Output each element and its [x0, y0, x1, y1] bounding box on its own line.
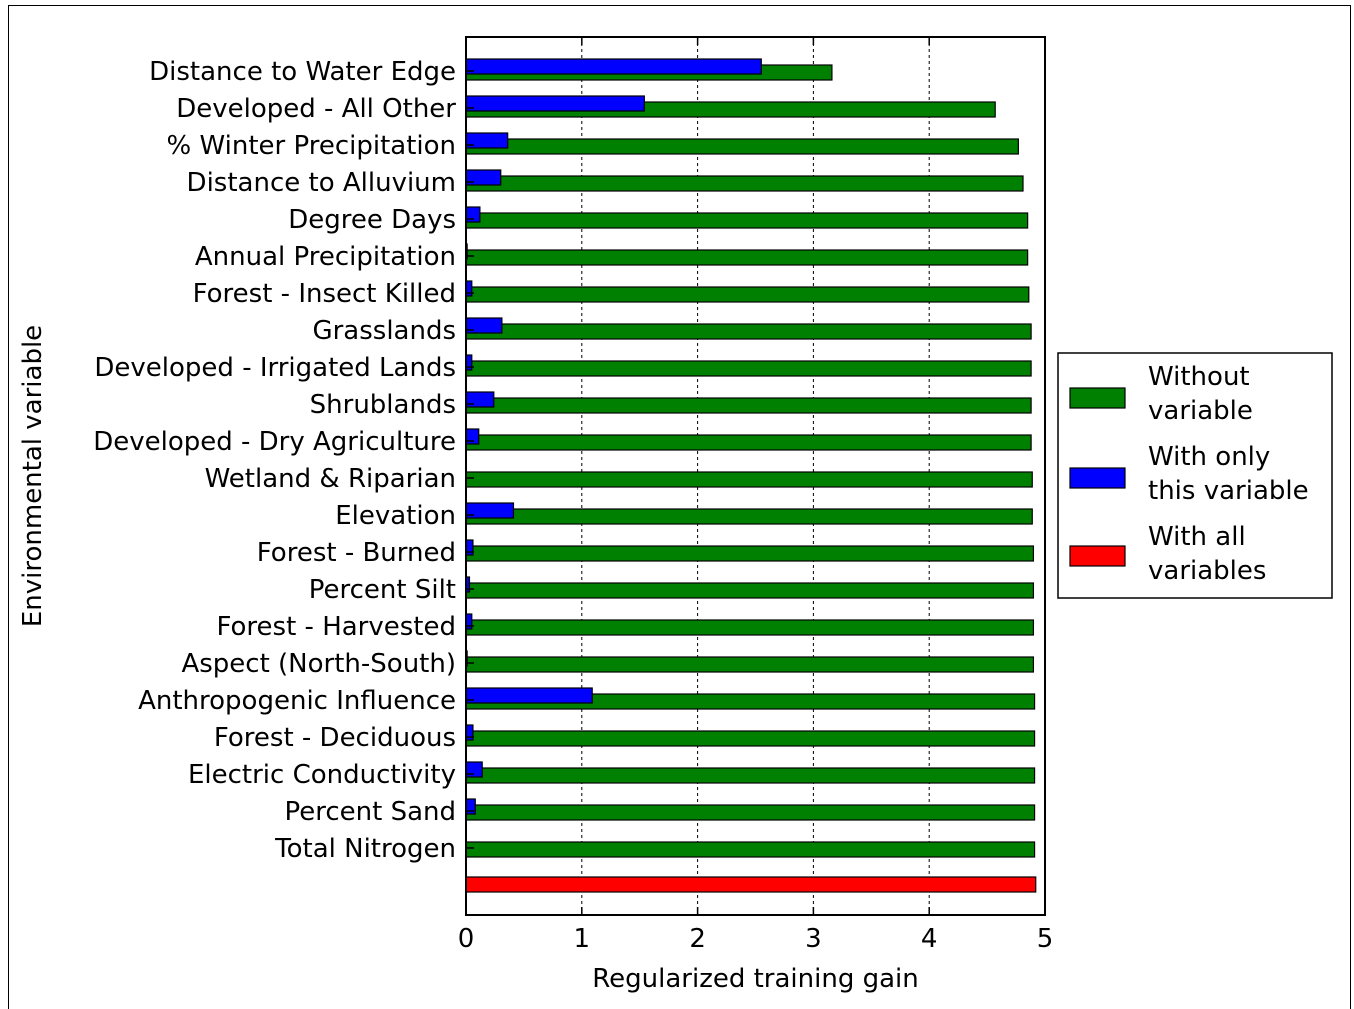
bars: [465, 58, 1037, 893]
legend: Without variable With only this variable Wit…: [1057, 352, 1333, 599]
y-tick-label: Total Nitrogen: [274, 834, 456, 864]
y-tick-label: Developed - Dry Agriculture: [93, 427, 456, 457]
bar-without-variable: [465, 286, 1030, 303]
legend-label: With all: [1148, 522, 1246, 552]
bar-without-variable: [465, 619, 1035, 636]
y-tick-label: Shrublands: [310, 390, 456, 420]
legend-label: variables: [1148, 556, 1266, 586]
y-tick-label: Aspect (North-South): [181, 649, 456, 679]
bar-without-variable: [465, 804, 1036, 821]
bar-without-variable: [465, 360, 1032, 377]
x-tick-label: 5: [1037, 924, 1054, 954]
bar-without-variable: [465, 841, 1036, 858]
bar-without-variable: [465, 767, 1036, 784]
x-tick-labels: 0 1 2 3 4 5: [458, 37, 1054, 954]
bar-without-variable: [465, 175, 1024, 192]
bar-without-variable: [465, 323, 1032, 340]
y-tick-label: Wetland & Riparian: [205, 464, 456, 494]
legend-label: With only: [1148, 442, 1270, 472]
bar-without-variable: [465, 582, 1035, 599]
x-tick-label: 3: [805, 924, 822, 954]
legend-label: this variable: [1148, 476, 1309, 506]
y-axis-title: Environmental variable: [18, 325, 48, 627]
plot-area: [465, 36, 1046, 916]
figure-frame: [8, 5, 1351, 1009]
bar-without-variable: [465, 249, 1029, 266]
y-tick-label: Anthropogenic Influence: [138, 686, 456, 716]
bar-without-variable: [465, 434, 1032, 451]
y-tick-labels: Distance to Water Edge Developed - All Ot…: [93, 57, 474, 864]
y-tick-label: Forest - Harvested: [217, 612, 457, 642]
legend-swatch: [1069, 545, 1126, 567]
y-tick-label: Percent Silt: [309, 575, 456, 605]
x-tick-label: 0: [458, 924, 475, 954]
y-tick-label: Forest - Burned: [257, 538, 456, 568]
y-tick-label: Developed - Irrigated Lands: [94, 353, 456, 383]
bar-with-only-variable: [465, 58, 762, 75]
y-tick-label: Distance to Alluvium: [187, 168, 456, 198]
x-tick-label: 4: [921, 924, 938, 954]
y-tick-label: % Winter Precipitation: [167, 131, 456, 161]
y-tick-label: Degree Days: [288, 205, 456, 235]
bar-without-variable: [465, 212, 1029, 229]
y-tick-label: Distance to Water Edge: [149, 57, 456, 87]
bar-without-variable: [465, 397, 1032, 414]
y-tick-label: Elevation: [335, 501, 456, 531]
bar-with-only-variable: [465, 687, 593, 704]
y-tick-label: Percent Sand: [284, 797, 456, 827]
y-tick-label: Annual Precipitation: [195, 242, 456, 272]
legend-label: variable: [1148, 396, 1253, 426]
x-axis-title: Regularized training gain: [592, 964, 919, 994]
legend-swatch: [1069, 387, 1126, 409]
bar-without-variable: [465, 471, 1033, 488]
bar-without-variable: [465, 508, 1033, 525]
bar-without-variable: [465, 656, 1035, 673]
bar-without-variable: [465, 138, 1019, 155]
y-tick-label: Grasslands: [312, 316, 456, 346]
bar-without-variable: [465, 545, 1035, 562]
x-tick-label: 2: [689, 924, 706, 954]
y-tick-label: Developed - All Other: [176, 94, 456, 124]
bar-without-variable: [465, 730, 1036, 747]
y-tick-label: Forest - Insect Killed: [193, 279, 456, 309]
y-tick-label: Forest - Deciduous: [214, 723, 456, 753]
legend-swatch: [1069, 467, 1126, 489]
legend-label: Without: [1148, 362, 1250, 392]
x-tick-label: 1: [574, 924, 591, 954]
bar-with-only-variable: [465, 95, 645, 112]
bar-with-all-variables: [465, 876, 1037, 893]
y-tick-label: Electric Conductivity: [188, 760, 456, 790]
